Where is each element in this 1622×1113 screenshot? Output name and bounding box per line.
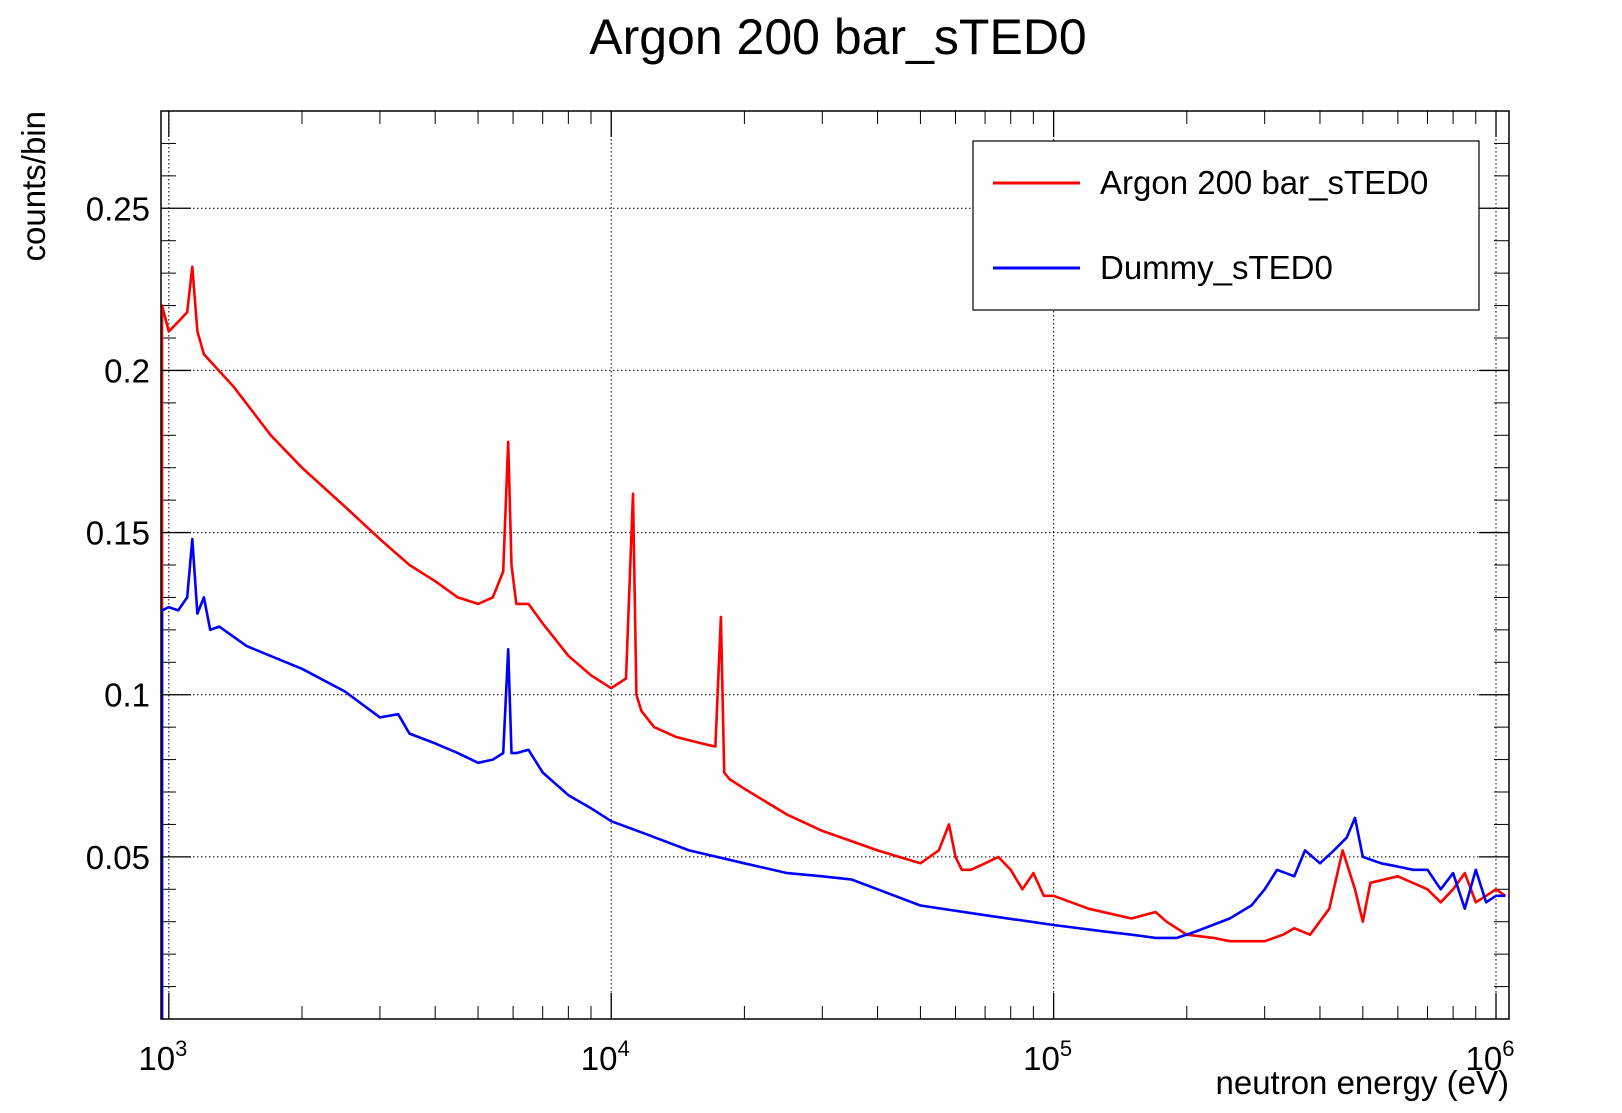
series-line-dummy <box>160 537 1506 1019</box>
series-layer <box>160 265 1507 1019</box>
y-axis-label: counts/bin <box>15 111 52 261</box>
y-tick-label: 0.2 <box>104 352 150 389</box>
grid <box>161 111 1509 1019</box>
x-tick-label: 104 <box>581 1036 630 1077</box>
y-tick-label: 0.1 <box>104 677 150 714</box>
x-tick-label: 106 <box>1466 1036 1515 1077</box>
x-tick-label: 103 <box>138 1036 187 1077</box>
y-tick-labels: 0.05 0.1 0.15 0.2 0.25 <box>86 190 150 876</box>
legend-label-dummy: Dummy_sTED0 <box>1100 249 1333 286</box>
legend-label-argon: Argon 200 bar_sTED0 <box>1100 164 1428 201</box>
x-tick-labels: 103 104 105 106 <box>138 1036 1514 1077</box>
minor-ticks <box>161 111 1509 1019</box>
y-tick-label: 0.25 <box>86 190 150 227</box>
x-axis-label: neutron energy (eV) <box>1215 1064 1509 1101</box>
x-tick-label: 105 <box>1023 1036 1072 1077</box>
legend: Argon 200 bar_sTED0 Dummy_sTED0 <box>972 140 1480 311</box>
y-tick-label: 0.05 <box>86 839 150 876</box>
plot-frame <box>160 110 1510 1020</box>
series-line-argon <box>160 265 1507 1019</box>
legend-box <box>972 140 1480 311</box>
y-tick-label: 0.15 <box>86 515 150 552</box>
major-ticks <box>161 111 1509 1019</box>
chart-title: Argon 200 bar_sTED0 <box>589 9 1087 65</box>
